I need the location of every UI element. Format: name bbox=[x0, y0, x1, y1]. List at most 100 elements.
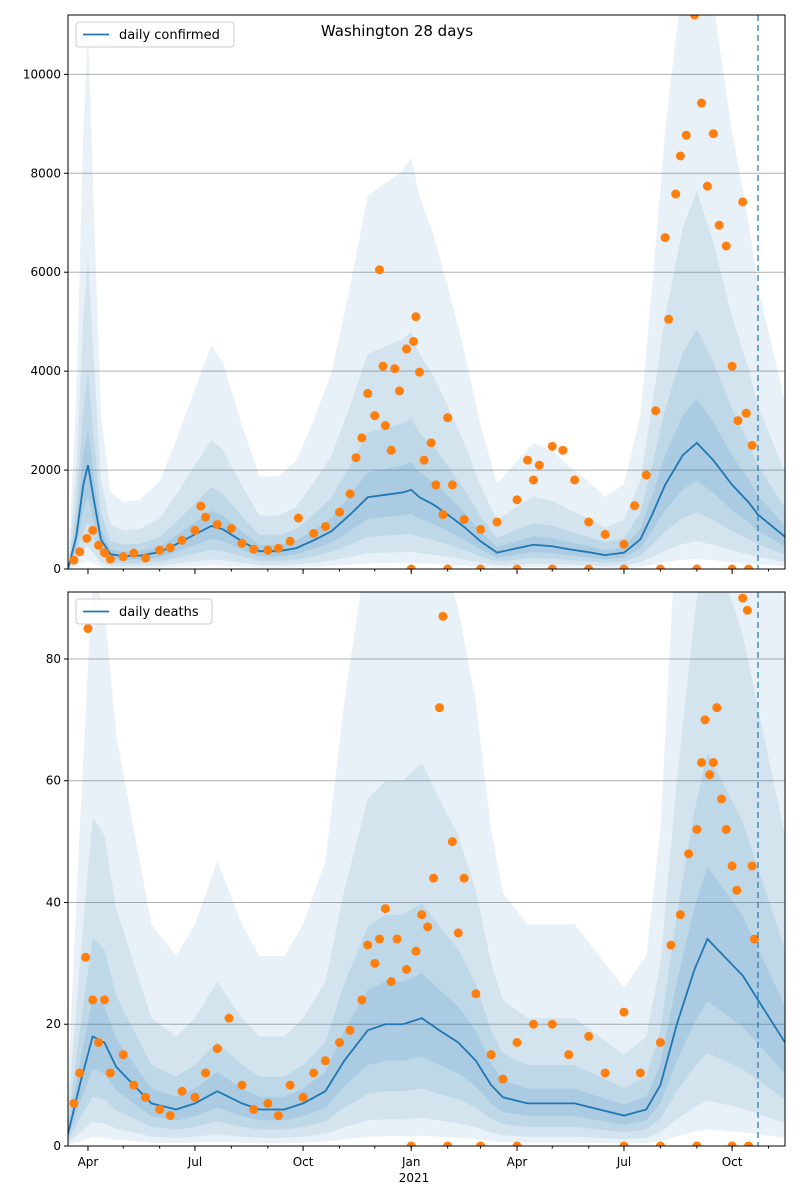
observed-point bbox=[190, 1092, 200, 1102]
observed-point bbox=[600, 529, 610, 539]
observed-point bbox=[447, 837, 457, 847]
observed-point bbox=[655, 1038, 665, 1048]
observed-point bbox=[655, 564, 665, 569]
observed-point bbox=[177, 1086, 187, 1096]
observed-point bbox=[224, 1013, 234, 1023]
observed-point bbox=[88, 995, 98, 1005]
y-tick-label: 6000 bbox=[30, 265, 61, 279]
legend-label: daily confirmed bbox=[119, 28, 220, 43]
observed-point bbox=[721, 241, 731, 251]
observed-point bbox=[298, 1092, 308, 1102]
observed-point bbox=[692, 824, 702, 834]
observed-point bbox=[434, 703, 444, 713]
observed-point bbox=[547, 1019, 557, 1029]
observed-point bbox=[443, 413, 453, 423]
observed-point bbox=[742, 605, 752, 615]
observed-point bbox=[749, 934, 759, 944]
observed-point bbox=[681, 130, 691, 140]
observed-point bbox=[492, 517, 502, 527]
observed-point bbox=[411, 312, 421, 322]
observed-point bbox=[75, 547, 85, 557]
uncertainty-band bbox=[68, 190, 785, 569]
observed-point bbox=[83, 624, 93, 634]
observed-point bbox=[708, 757, 718, 767]
observed-point bbox=[285, 1080, 295, 1090]
legend-label: daily deaths bbox=[119, 605, 199, 620]
observed-point bbox=[386, 977, 396, 987]
observed-point bbox=[635, 1068, 645, 1078]
observed-point bbox=[320, 1056, 330, 1066]
observed-point bbox=[534, 460, 544, 470]
observed-point bbox=[392, 934, 402, 944]
observed-point bbox=[675, 151, 685, 161]
observed-point bbox=[528, 475, 538, 485]
observed-point bbox=[263, 1098, 273, 1108]
observed-point bbox=[700, 715, 710, 725]
observed-point bbox=[105, 1068, 115, 1078]
observed-point bbox=[363, 940, 373, 950]
observed-point bbox=[212, 519, 222, 529]
observed-point bbox=[419, 455, 429, 465]
observed-point bbox=[675, 910, 685, 920]
observed-point bbox=[177, 535, 187, 545]
observed-point bbox=[584, 564, 594, 569]
observed-point bbox=[409, 336, 419, 346]
observed-point bbox=[744, 1141, 754, 1146]
observed-point bbox=[564, 1050, 574, 1060]
observed-point bbox=[512, 1038, 522, 1048]
y-tick-label: 80 bbox=[46, 652, 61, 666]
observed-point bbox=[447, 480, 457, 490]
observed-point bbox=[201, 1068, 211, 1078]
observed-point bbox=[82, 533, 92, 543]
observed-point bbox=[619, 564, 629, 569]
observed-point bbox=[190, 525, 200, 535]
observed-point bbox=[619, 1007, 629, 1017]
observed-point bbox=[660, 233, 670, 243]
observed-point bbox=[141, 1092, 151, 1102]
observed-point bbox=[105, 554, 115, 564]
observed-point bbox=[249, 544, 259, 554]
axes-frame bbox=[67, 591, 786, 1147]
observed-point bbox=[94, 1038, 104, 1048]
observed-point bbox=[129, 548, 139, 558]
observed-point bbox=[357, 433, 367, 443]
observed-point bbox=[212, 1044, 222, 1054]
observed-point bbox=[363, 388, 373, 398]
x-tick-label: Apr bbox=[78, 1155, 99, 1169]
observed-point bbox=[547, 441, 557, 451]
observed-point bbox=[453, 928, 463, 938]
observed-point bbox=[402, 964, 412, 974]
x-tick-label: Jul bbox=[616, 1155, 631, 1169]
observed-point bbox=[378, 361, 388, 371]
axes-frame bbox=[67, 14, 786, 570]
observed-point bbox=[414, 367, 424, 377]
observed-point bbox=[141, 553, 151, 563]
y-tick-label: 8000 bbox=[30, 166, 61, 180]
observed-point bbox=[374, 265, 384, 275]
observed-point bbox=[335, 507, 345, 517]
observed-point bbox=[380, 421, 390, 431]
y-tick-label: 20 bbox=[46, 1017, 61, 1031]
observed-point bbox=[619, 539, 629, 549]
observed-point bbox=[689, 15, 699, 20]
observed-point bbox=[99, 995, 109, 1005]
observed-point bbox=[118, 552, 128, 562]
observed-point bbox=[738, 593, 748, 603]
observed-point bbox=[664, 314, 674, 324]
uncertainty-band bbox=[68, 866, 785, 1138]
x-tick-label: Jan bbox=[401, 1155, 421, 1169]
y-tick-label: 4000 bbox=[30, 364, 61, 378]
legend: daily deaths bbox=[75, 598, 213, 625]
uncertainty-band bbox=[68, 15, 785, 569]
observed-point bbox=[584, 1031, 594, 1041]
observed-point bbox=[692, 564, 702, 569]
observed-point bbox=[732, 885, 742, 895]
legend-box bbox=[75, 598, 213, 625]
observed-point bbox=[345, 1025, 355, 1035]
observed-point bbox=[285, 536, 295, 546]
observed-point bbox=[747, 440, 757, 450]
observed-point bbox=[459, 515, 469, 525]
observed-point bbox=[476, 1141, 486, 1146]
confirmed-panel: 0 2000 4000 6000 8000 10000 daily confirmed bbox=[23, 14, 786, 576]
